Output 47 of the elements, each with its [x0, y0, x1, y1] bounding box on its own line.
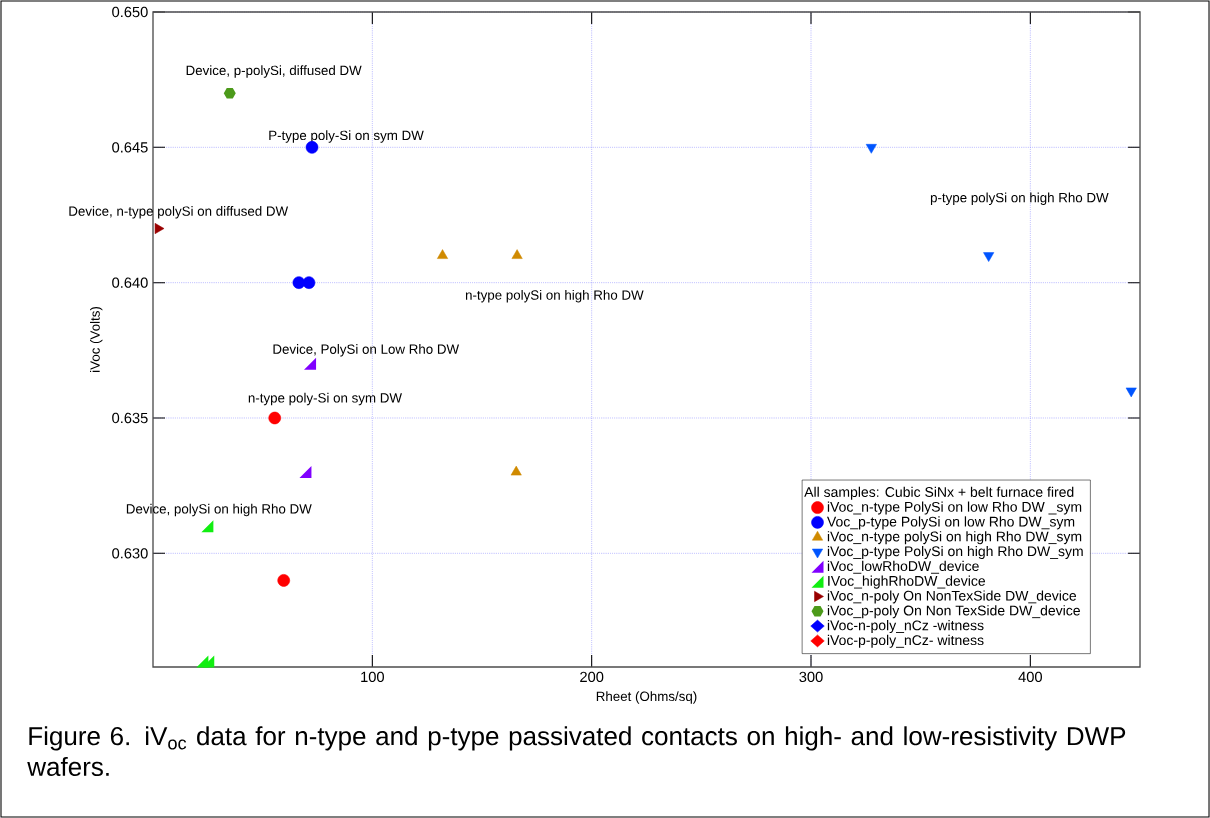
point — [302, 276, 316, 289]
y-tick-label: 0.630 — [112, 548, 148, 559]
point — [304, 357, 317, 370]
annotation: n-type poly-Si on sym DW — [248, 392, 402, 406]
legend-title: All samples: Cubic SiNx + belt furnace fired — [804, 486, 1074, 500]
point — [202, 655, 215, 668]
x-tick-label: 100 — [361, 671, 384, 683]
point — [437, 249, 448, 259]
text: Figure 6. iV$_{oc}$ data for n-type and p-type passivated contacts on high- and low-resistivity DWP wafers. — [27, 726, 1126, 777]
point — [299, 466, 312, 479]
legend-label: Voc_p-type PolySi on low Rho DW_sym — [826, 516, 1075, 530]
y-tick-label: 0.640 — [112, 277, 148, 288]
x-axis-title: Rheet (Ohms/sq) — [596, 691, 697, 704]
annotation: Device, PolySi on Low Rho DW — [273, 344, 460, 357]
annotation: P-type poly-Si on sym DW — [269, 130, 424, 143]
annotation: n-type polySi on high Rho DW — [465, 289, 644, 303]
y-tick-label: 0.635 — [112, 412, 148, 424]
legend-label: IVoc_highRhoDW_device — [828, 575, 986, 589]
point — [223, 88, 236, 99]
legend-label: iVoc_n-poly On NonTexSide DW_device — [827, 590, 1077, 604]
point — [1125, 387, 1137, 398]
annotation: p-type polySi on high Rho DW — [930, 192, 1109, 205]
legend-label: iVoc-n-poly_nCz -witness — [827, 620, 984, 634]
point — [277, 574, 290, 587]
y-axis-title: iVoc (Volts) — [90, 306, 103, 372]
annotation: Device, p-polySi, diffused DW — [186, 65, 362, 78]
point — [154, 223, 165, 234]
point — [865, 144, 877, 154]
point — [511, 249, 523, 259]
point — [201, 520, 214, 533]
point — [510, 465, 522, 476]
legend-label: iVoc_p-poly On Non TexSide DW_device — [827, 605, 1080, 619]
x-tick-label: 300 — [799, 671, 823, 683]
annotation: Device, polySi on high Rho DW — [126, 503, 312, 517]
y-tick-label: 0.645 — [112, 142, 148, 153]
annotation: Device, n-type polySi on diffused DW — [69, 206, 289, 219]
x-tick-label: 200 — [580, 671, 604, 683]
legend-label: iVoc_lowRhoDW_device — [827, 560, 979, 574]
point — [268, 411, 281, 425]
y-tick-label: 0.650 — [112, 6, 148, 18]
legend-label: iVoc_p-type PolySi on high Rho DW_sym — [827, 545, 1083, 559]
point — [983, 252, 995, 262]
point — [305, 141, 319, 154]
legend-label: iVoc_n-type polySi on high Rho DW_sym — [827, 531, 1082, 545]
legend-label: iVoc_n-type PolySi on low Rho DW _sym — [827, 501, 1082, 515]
x-tick-label: 400 — [1018, 671, 1042, 683]
legend-label: iVoc-p-poly_nCz- witness — [827, 634, 984, 648]
